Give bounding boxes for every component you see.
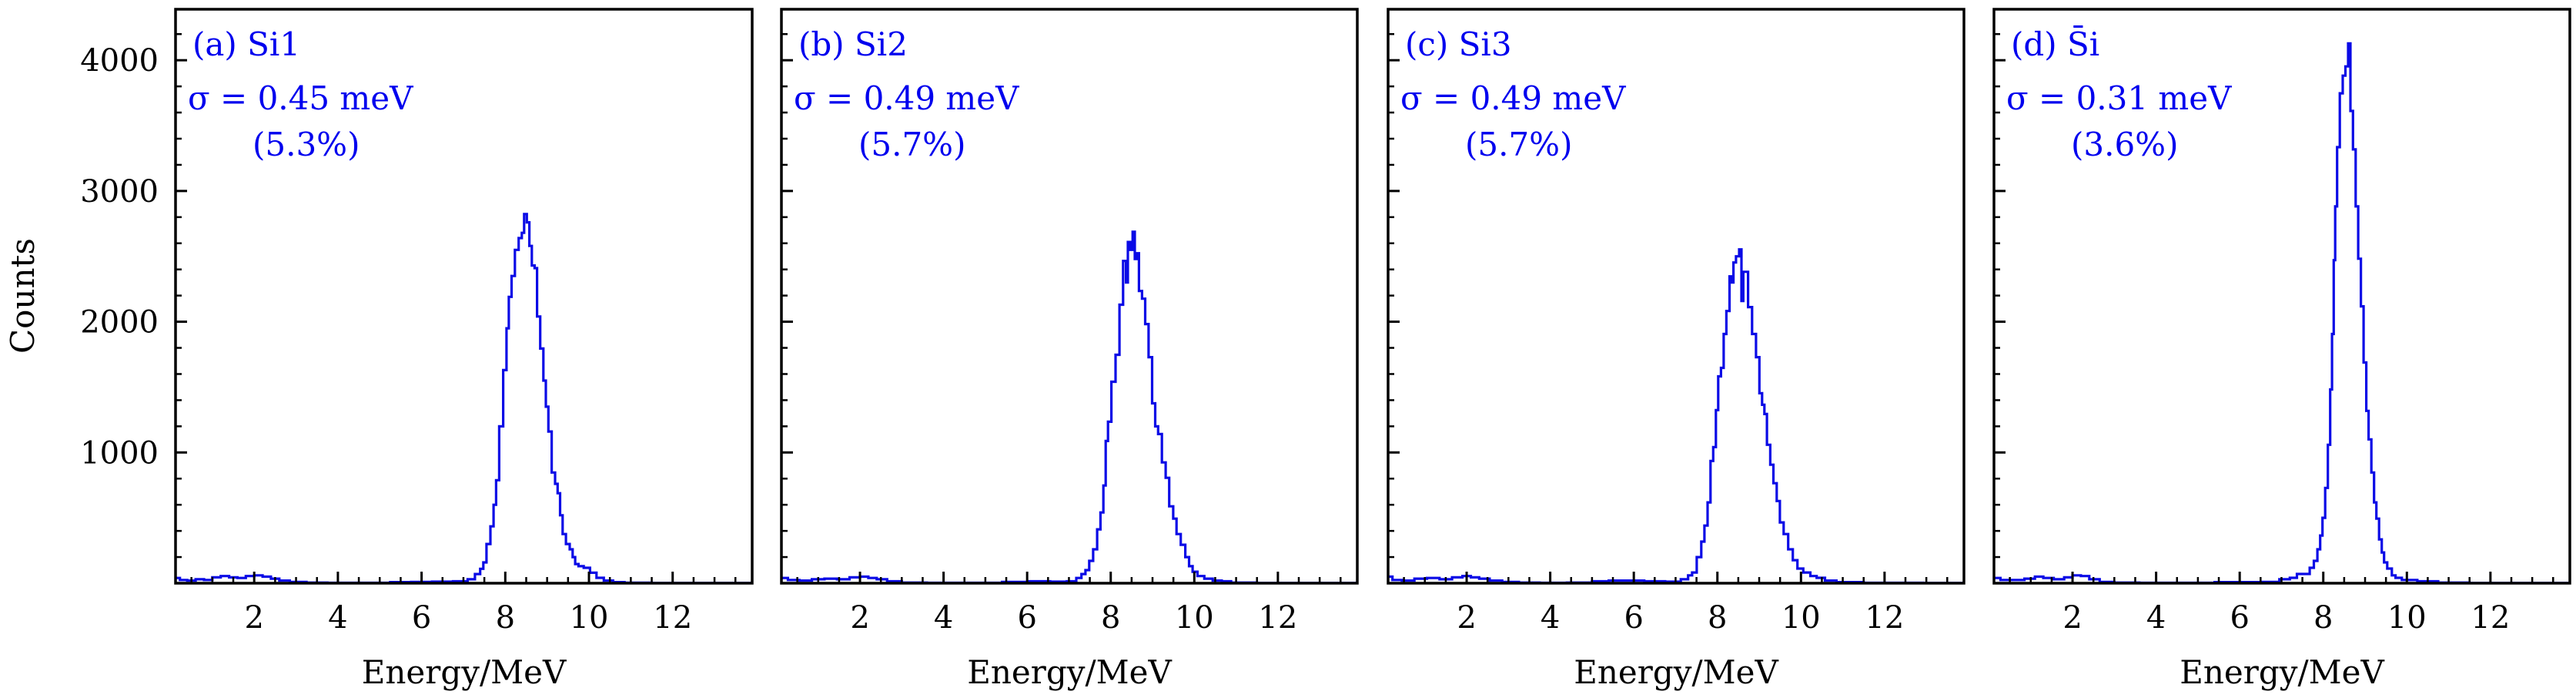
panel-a: 2 4 6 8 10 12 1000 2000 3000 4000 Energy/MeV (a) Si… xyxy=(80,8,754,691)
x-tick-label: 2 xyxy=(1457,600,1476,636)
x-tick-label: 4 xyxy=(328,600,347,636)
y-axis-label: Counts xyxy=(4,238,42,354)
histogram-series-si2 xyxy=(781,230,1357,583)
x-tick-label: 10 xyxy=(1175,600,1214,636)
panel-d: 2 4 6 8 10 12 Energy/MeV (d) S̄i σ = 0.31 meV (3.… xyxy=(1992,8,2571,691)
x-tick-label: 12 xyxy=(1865,600,1904,636)
panel-title: (c) Si3 xyxy=(1405,25,1512,63)
x-tick-label: 10 xyxy=(1781,600,1821,636)
plot-frame xyxy=(1387,8,1965,585)
x-tick-label: 8 xyxy=(496,600,515,636)
percent-annotation: (3.6%) xyxy=(2071,126,2178,163)
y-tick-label: 3000 xyxy=(80,174,159,210)
x-tick-label: 2 xyxy=(850,600,869,636)
x-tick-label: 12 xyxy=(2471,600,2510,636)
plot-frame xyxy=(1992,8,2571,585)
x-axis-label: Energy/MeV xyxy=(1574,653,1778,691)
x-tick-label: 4 xyxy=(1541,600,1560,636)
x-tick-label: 6 xyxy=(2230,600,2249,636)
x-tick-label: 10 xyxy=(2387,600,2427,636)
sigma-annotation: σ = 0.31 meV xyxy=(2006,79,2232,117)
percent-annotation: (5.7%) xyxy=(1465,126,1572,163)
y-tick-label: 2000 xyxy=(80,305,159,341)
percent-annotation: (5.7%) xyxy=(858,126,965,163)
percent-annotation: (5.3%) xyxy=(253,126,360,163)
histogram-series-si1 xyxy=(176,213,752,583)
x-axis-label: Energy/MeV xyxy=(967,653,1172,691)
x-tick-label: 8 xyxy=(2313,600,2333,636)
plot-frame xyxy=(174,8,754,585)
x-tick-label: 6 xyxy=(1624,600,1643,636)
x-tick-label: 4 xyxy=(934,600,953,636)
x-tick-label: 2 xyxy=(244,600,263,636)
panel-b: 2 4 6 8 10 12 Energy/MeV (b) Si2 σ = 0.49 meV (5.… xyxy=(780,8,1359,691)
panel-c: 2 4 6 8 10 12 Energy/MeV (c) Si3 σ = 0.49 meV (5.… xyxy=(1387,8,1965,691)
x-tick-label: 12 xyxy=(1258,600,1297,636)
panel-title: (b) Si2 xyxy=(798,25,908,63)
sigma-annotation: σ = 0.49 meV xyxy=(794,79,1019,117)
x-tick-label: 8 xyxy=(1101,600,1120,636)
x-tick-label: 6 xyxy=(1017,600,1036,636)
x-tick-label: 12 xyxy=(653,600,692,636)
sigma-annotation: σ = 0.49 meV xyxy=(1400,79,1626,117)
y-tick-label: 4000 xyxy=(80,43,159,79)
x-tick-label: 2 xyxy=(2062,600,2082,636)
x-tick-label: 6 xyxy=(412,600,431,636)
panel-title: (a) Si1 xyxy=(192,25,300,63)
y-tick-label: 1000 xyxy=(80,435,159,471)
histogram-series-si3 xyxy=(1388,248,1964,583)
panel-title: (d) S̄i xyxy=(2011,24,2099,63)
histogram-series-siaverage xyxy=(1994,42,2570,583)
x-axis-label: Energy/MeV xyxy=(362,653,567,691)
x-tick-label: 8 xyxy=(1708,600,1727,636)
sigma-annotation: σ = 0.45 meV xyxy=(188,79,413,117)
x-tick-label: 10 xyxy=(570,600,609,636)
x-tick-label: 4 xyxy=(2146,600,2166,636)
panels: 2 4 6 8 10 12 1000 2000 3000 4000 Energy/MeV (a) Si… xyxy=(80,8,2571,691)
plot-frame xyxy=(780,8,1359,585)
x-axis-label: Energy/MeV xyxy=(2180,653,2384,691)
